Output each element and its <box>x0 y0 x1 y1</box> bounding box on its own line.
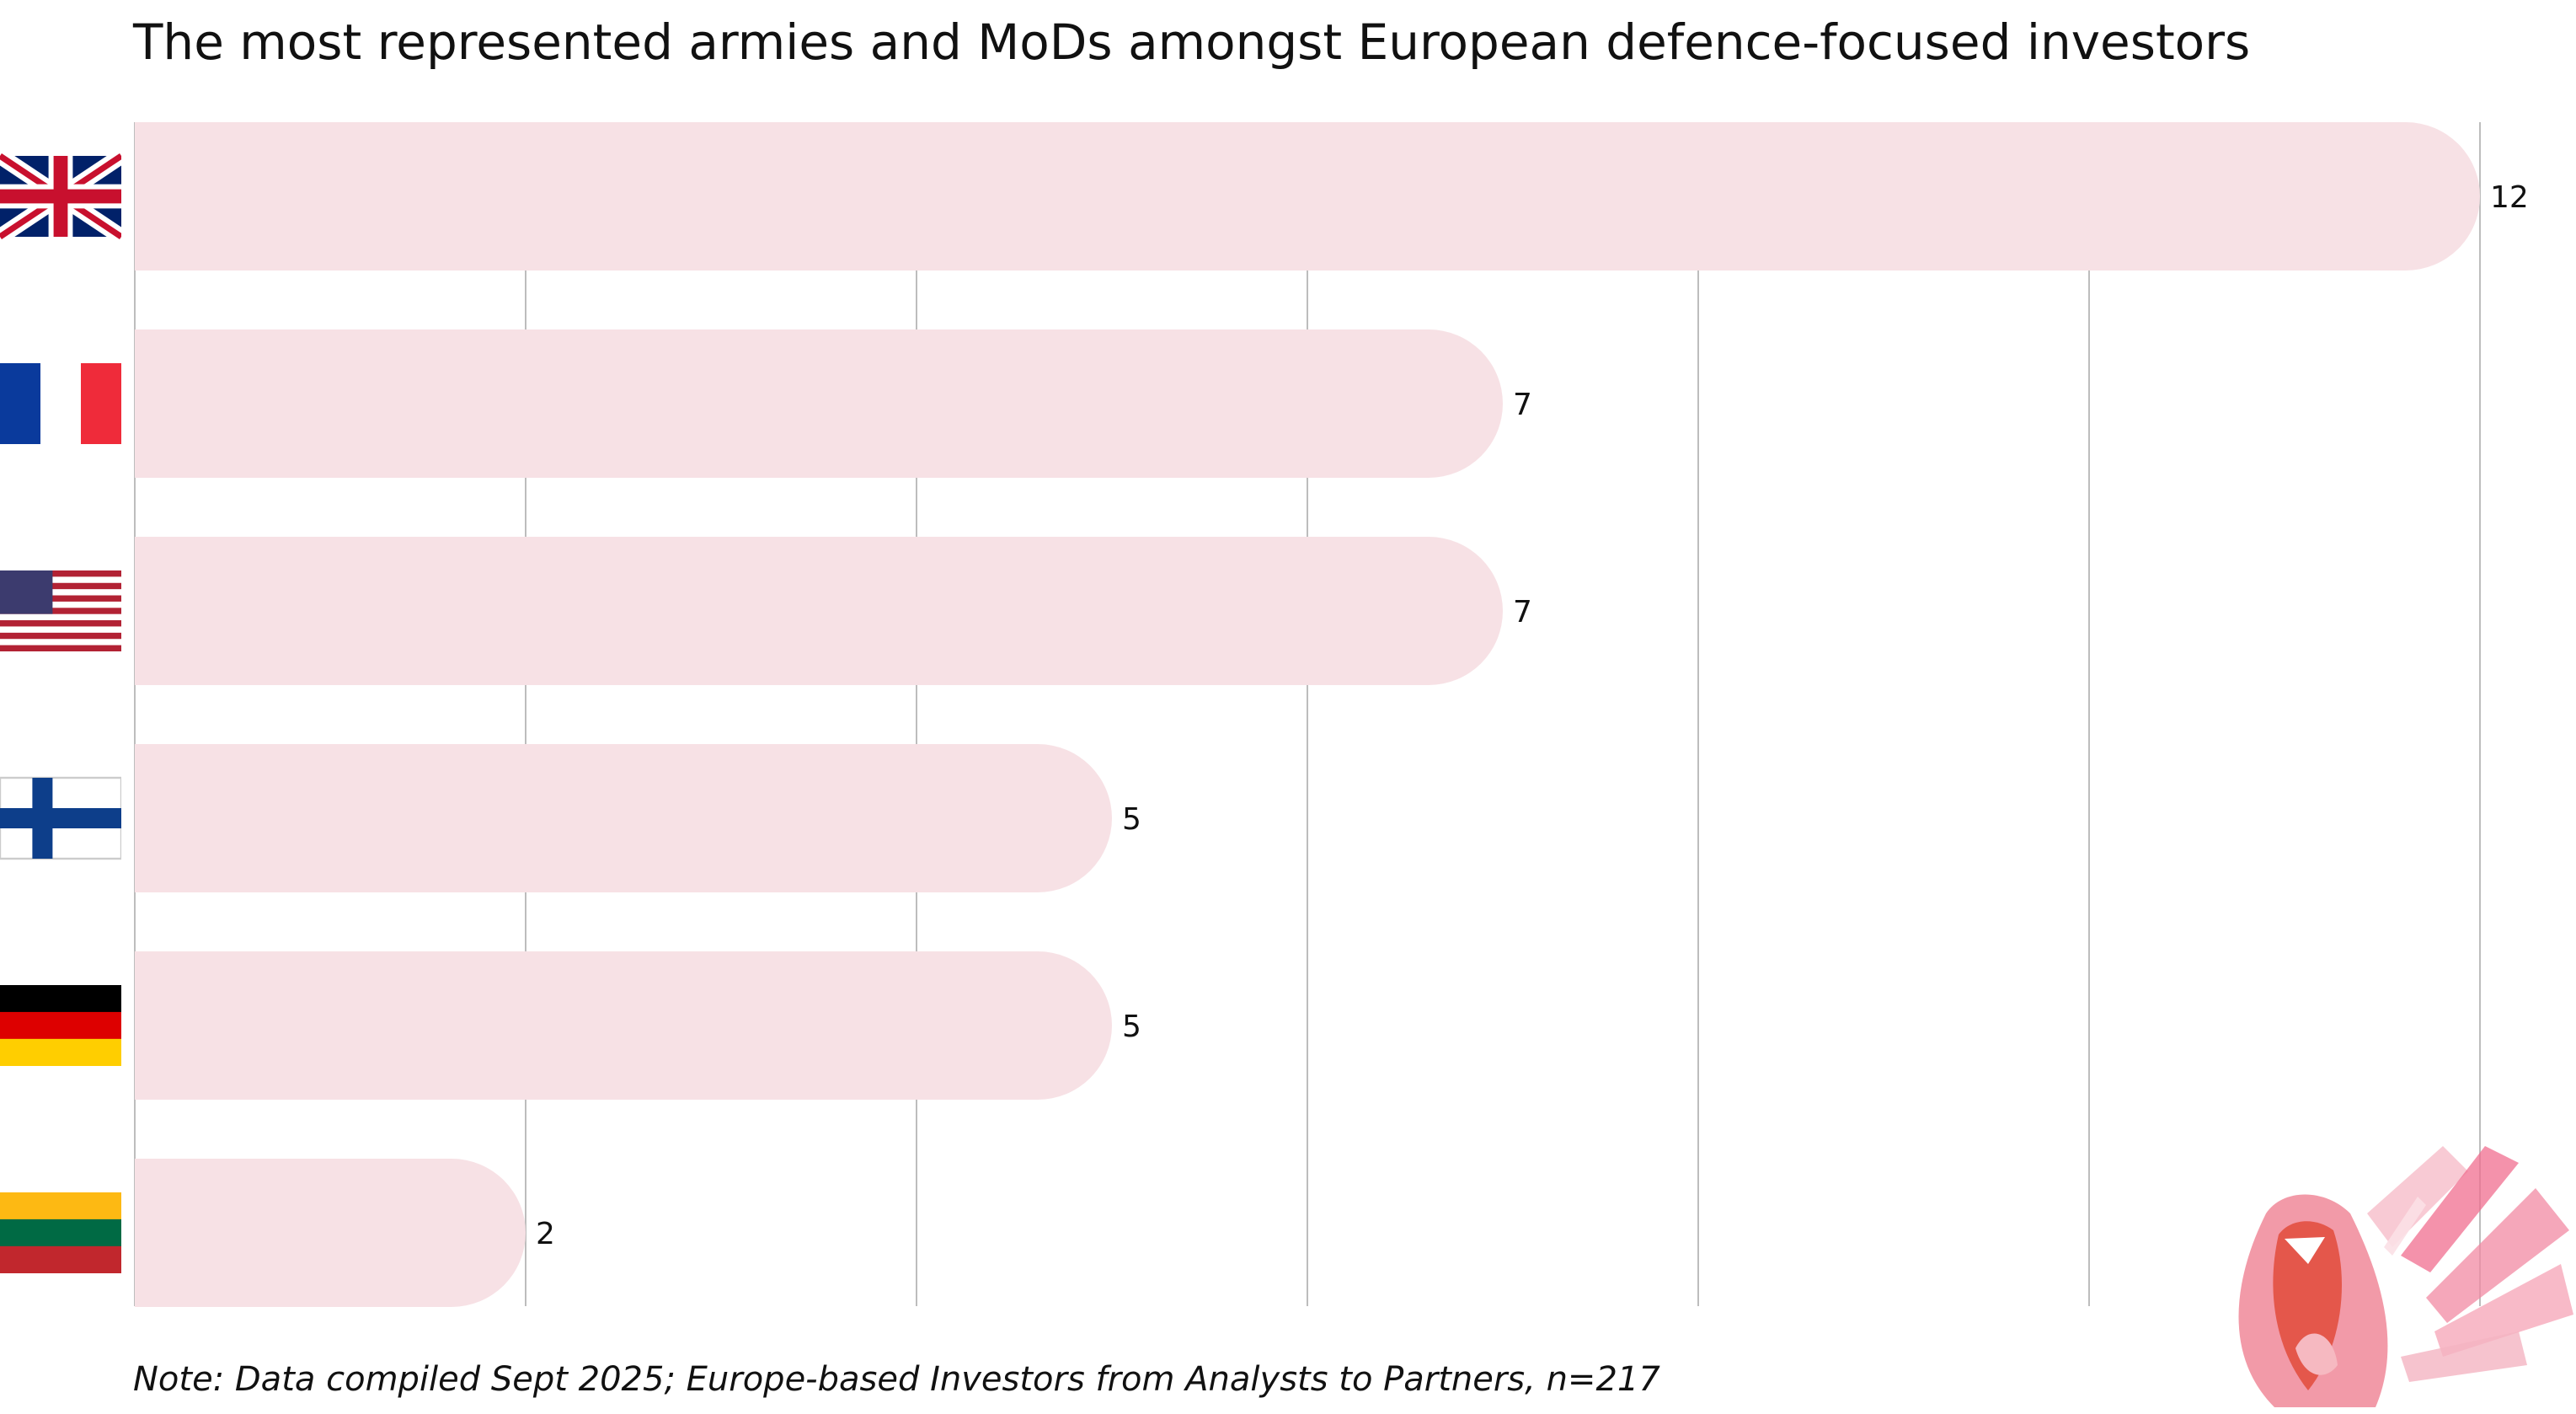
burst-illustration <box>2367 1146 2573 1382</box>
usa-flag-icon <box>0 570 121 651</box>
finland-flag-icon <box>0 776 121 860</box>
value-label: 2 <box>536 1217 555 1251</box>
france-flag-icon <box>0 363 121 444</box>
value-labels: 12 7 7 5 5 2 <box>536 180 2529 1251</box>
value-label: 5 <box>1122 1010 1141 1044</box>
value-label: 7 <box>1513 595 1532 629</box>
bar-france <box>135 329 1503 478</box>
bars <box>135 122 2480 1307</box>
bar-united-kingdom <box>135 122 2480 270</box>
uk-flag-icon <box>0 156 121 237</box>
value-label: 12 <box>2490 180 2529 215</box>
gridlines <box>134 122 2481 1306</box>
mouth-illustration <box>2238 1194 2388 1407</box>
bar-united-states <box>135 537 1503 685</box>
lithuania-flag-icon <box>0 1192 121 1273</box>
category-flags <box>0 156 121 1273</box>
germany-flag-icon <box>0 985 121 1066</box>
value-label: 5 <box>1122 802 1141 837</box>
bar-finland <box>135 744 1112 892</box>
bar-germany <box>135 951 1112 1100</box>
chart-note: Note: Data compiled Sept 2025; Europe-ba… <box>133 1360 1660 1399</box>
value-label: 7 <box>1513 388 1532 422</box>
chart-title: The most represented armies and MoDs amo… <box>132 13 2250 71</box>
bar-lithuania <box>135 1159 526 1307</box>
